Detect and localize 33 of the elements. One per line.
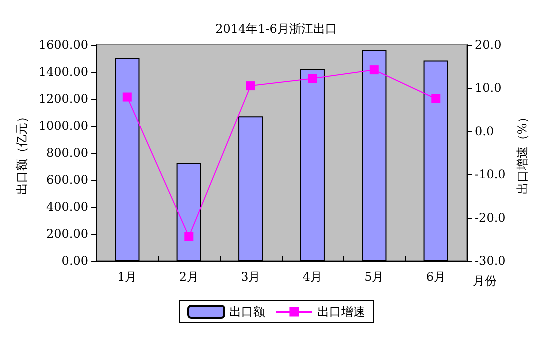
x-tick-label: 5月 bbox=[364, 270, 384, 284]
x-tick-label: 1月 bbox=[118, 270, 138, 284]
legend-label: 出口增速 bbox=[318, 305, 366, 319]
y2-tick-label: -20.0 bbox=[475, 210, 506, 225]
x-tick-label: 2月 bbox=[179, 270, 199, 284]
x-tick-label: 3月 bbox=[241, 270, 261, 284]
point bbox=[370, 66, 379, 75]
y2-tick-label: -10.0 bbox=[475, 168, 506, 182]
y2-tick-label: 10.0 bbox=[475, 81, 502, 96]
y-tick-label: 200.00 bbox=[46, 227, 89, 241]
y-tick-label: 1400.00 bbox=[38, 65, 89, 79]
y-tick-label: 800.00 bbox=[46, 146, 89, 160]
y-tick-label: 0.00 bbox=[62, 254, 89, 268]
point bbox=[246, 82, 256, 91]
point bbox=[308, 74, 318, 84]
x-tick-label: 6月 bbox=[426, 270, 446, 284]
legend-label: 出口额 bbox=[230, 305, 266, 319]
chart-title: 2014年1-6月浙江出口 bbox=[216, 22, 338, 36]
y-tick-label: 1200.00 bbox=[38, 92, 89, 106]
y2-tick-label: 20.0 bbox=[475, 38, 502, 52]
y-axis-title: 出口额（亿元） bbox=[15, 111, 29, 195]
point bbox=[122, 92, 132, 102]
x-tick-label: 4月 bbox=[302, 270, 322, 284]
point bbox=[432, 94, 441, 104]
y-tick-label: 400.00 bbox=[46, 200, 89, 214]
y2-tick-label: 0.0 bbox=[475, 124, 494, 138]
y2-tick-label: -30.0 bbox=[475, 254, 506, 268]
x-axis-title: 月份 bbox=[473, 274, 497, 288]
point bbox=[184, 232, 194, 242]
y2-axis-title: 出口增速（%） bbox=[516, 111, 530, 195]
y-tick-label: 1000.00 bbox=[38, 119, 89, 133]
y-tick-label: 1600.00 bbox=[38, 38, 89, 52]
y-tick-label: 600.00 bbox=[46, 173, 89, 187]
